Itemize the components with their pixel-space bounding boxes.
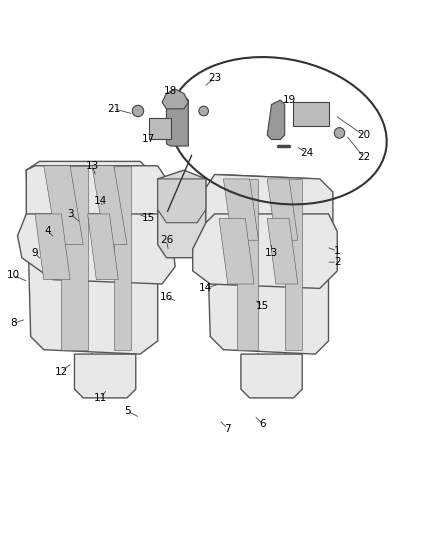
Text: 14: 14 <box>199 284 212 293</box>
Circle shape <box>132 106 144 117</box>
Polygon shape <box>26 166 166 245</box>
Text: 1: 1 <box>334 246 341 256</box>
Text: 19: 19 <box>283 95 296 105</box>
Polygon shape <box>88 214 118 280</box>
Text: 2: 2 <box>334 257 341 267</box>
Polygon shape <box>293 102 328 126</box>
Polygon shape <box>158 179 206 223</box>
Text: 4: 4 <box>45 227 52 237</box>
Text: 11: 11 <box>94 393 107 403</box>
Polygon shape <box>237 179 258 350</box>
Text: 22: 22 <box>357 152 370 162</box>
Polygon shape <box>219 219 254 284</box>
Text: 23: 23 <box>208 73 221 83</box>
Polygon shape <box>206 174 328 354</box>
Text: 12: 12 <box>55 367 68 377</box>
Polygon shape <box>193 214 337 288</box>
Text: 15: 15 <box>142 213 155 223</box>
Polygon shape <box>92 166 127 245</box>
Polygon shape <box>267 179 298 240</box>
Circle shape <box>199 106 208 116</box>
Text: 13: 13 <box>85 161 99 171</box>
Polygon shape <box>162 89 188 109</box>
Polygon shape <box>35 214 70 280</box>
Text: 21: 21 <box>107 104 120 114</box>
Polygon shape <box>114 166 131 350</box>
Text: 16: 16 <box>160 292 173 302</box>
Text: 26: 26 <box>160 235 173 245</box>
Polygon shape <box>166 91 188 146</box>
Text: 13: 13 <box>265 248 278 259</box>
Text: 7: 7 <box>224 424 231 433</box>
Text: 8: 8 <box>10 318 17 328</box>
Polygon shape <box>206 174 333 240</box>
Text: 20: 20 <box>357 130 370 140</box>
Polygon shape <box>26 161 158 354</box>
Polygon shape <box>241 354 302 398</box>
Text: 9: 9 <box>32 248 39 259</box>
Text: 10: 10 <box>7 270 20 280</box>
Text: 5: 5 <box>124 406 131 416</box>
Text: 6: 6 <box>259 419 266 429</box>
Text: 17: 17 <box>142 134 155 144</box>
Polygon shape <box>285 179 302 350</box>
Circle shape <box>334 128 345 138</box>
Polygon shape <box>61 166 88 350</box>
Polygon shape <box>267 100 285 140</box>
Polygon shape <box>44 166 83 245</box>
Polygon shape <box>223 179 258 240</box>
Text: 24: 24 <box>300 148 313 158</box>
Polygon shape <box>74 354 136 398</box>
Polygon shape <box>149 118 171 140</box>
Text: 14: 14 <box>94 196 107 206</box>
Text: 18: 18 <box>164 86 177 96</box>
Polygon shape <box>267 219 298 284</box>
Text: 15: 15 <box>256 301 269 311</box>
Text: 3: 3 <box>67 209 74 219</box>
Polygon shape <box>158 170 206 258</box>
Polygon shape <box>18 214 175 284</box>
